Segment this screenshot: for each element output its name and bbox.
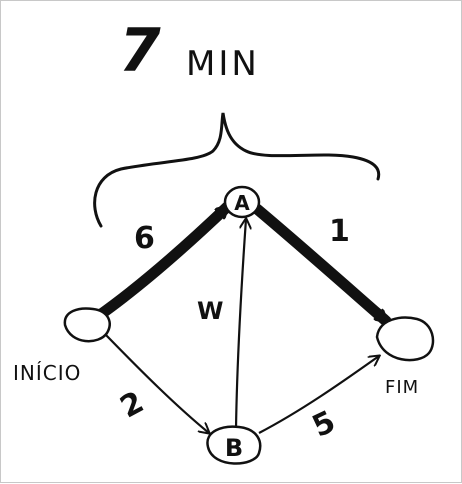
- edge-b-a: [234, 219, 246, 430]
- edge-start-a: [91, 201, 233, 323]
- node-b-shape: [206, 425, 262, 465]
- edge-b-end: [258, 356, 379, 434]
- node-a-label: A: [234, 191, 250, 215]
- node-end-label: FIM: [385, 377, 419, 398]
- edge-weight-a-end: 1: [329, 214, 350, 249]
- node-end-shape: [375, 316, 435, 362]
- edge-weight-b-end: 5: [307, 404, 341, 445]
- node-b-label: B: [225, 434, 243, 462]
- edge-start-b: [104, 333, 209, 433]
- edge-weight-b-a: W: [197, 297, 223, 325]
- node-start-label: INÍCIO: [13, 361, 81, 385]
- title-number: 7: [119, 16, 161, 86]
- curly-brace: [93, 112, 381, 228]
- edge-a-end: [251, 203, 392, 327]
- node-start-shape: [63, 307, 111, 343]
- node-a-shape: [223, 185, 261, 219]
- title-unit: MIN: [186, 44, 260, 84]
- edge-weight-start-a: 6: [134, 221, 155, 256]
- edge-weight-start-b: 2: [115, 385, 150, 426]
